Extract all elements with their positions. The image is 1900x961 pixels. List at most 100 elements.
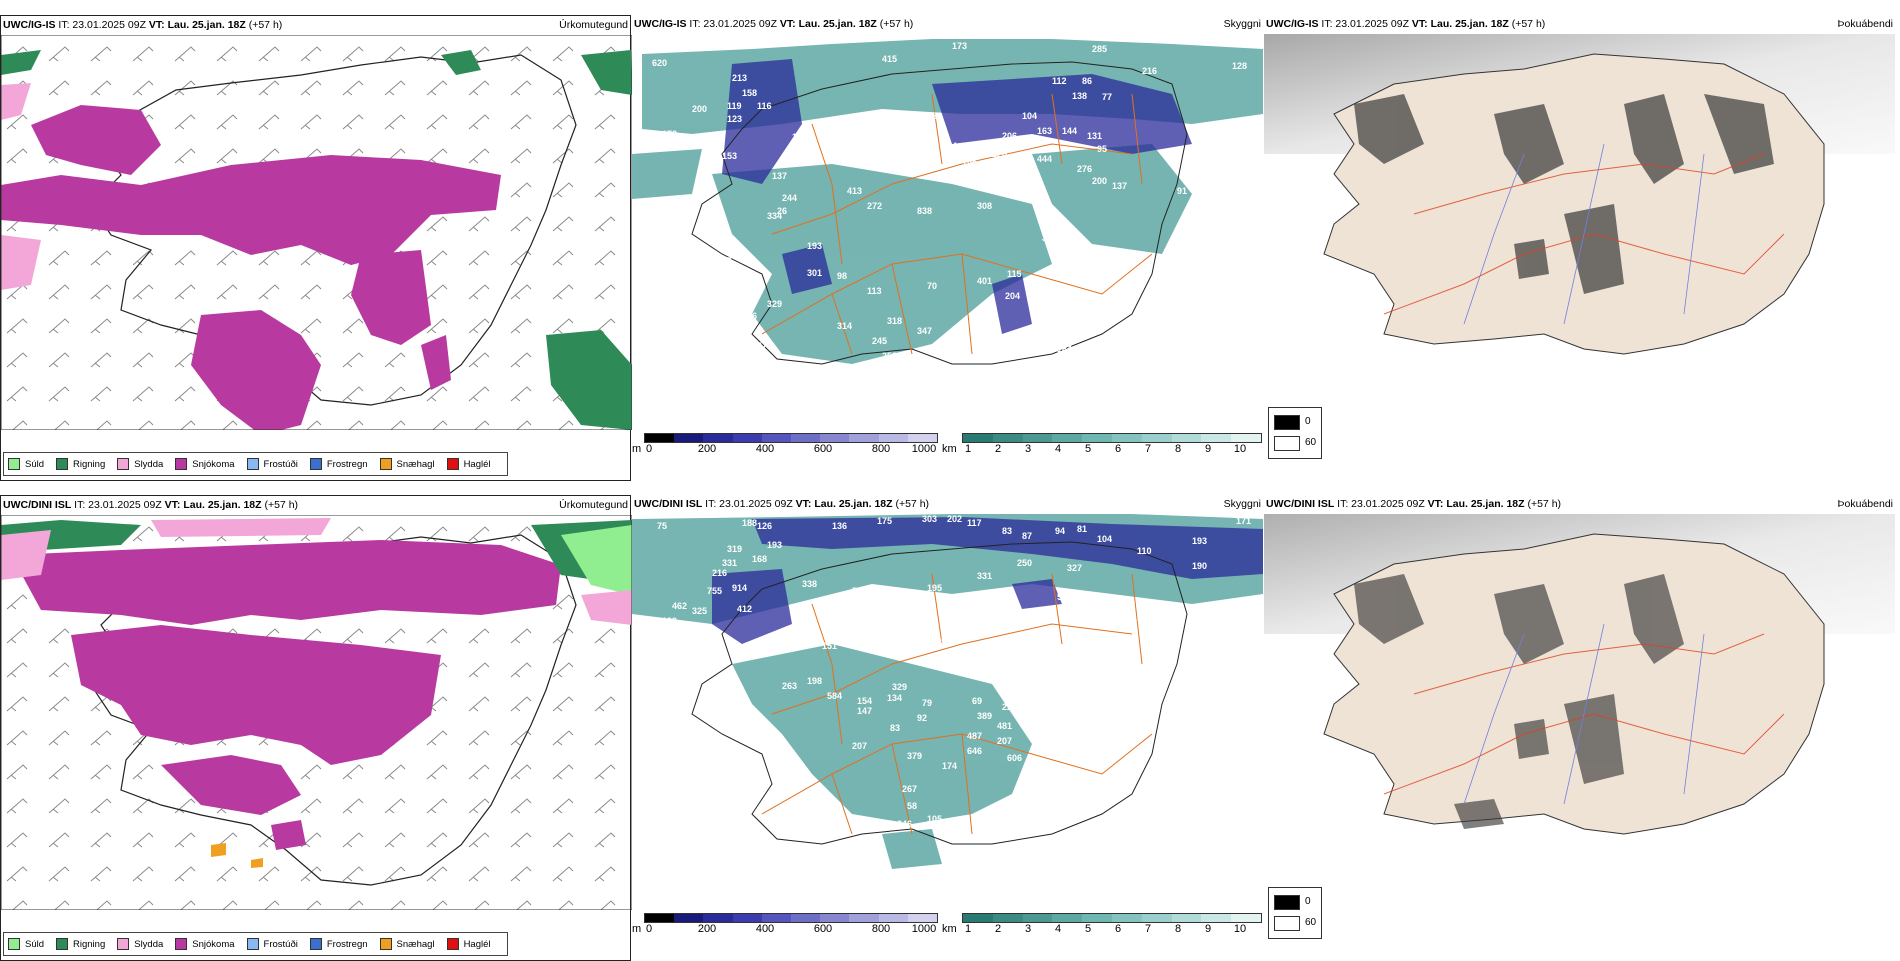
precip-legend: Súld Rigning Slydda Snjókoma Frostúði Fr… [3, 452, 508, 476]
vis-tick: 3 [1024, 443, 1032, 455]
vis-label: 250 [1017, 558, 1032, 568]
vis-label: 216 [1142, 66, 1157, 76]
legend-item-snow-pellets: Snæhagl [379, 938, 435, 950]
vis-label: 301 [807, 268, 822, 278]
vis-label: 57 [757, 341, 767, 351]
vis-label: 144 [1062, 126, 1077, 136]
vis-label: 256 [682, 630, 697, 640]
drizzle-area [561, 525, 632, 595]
fog-legend-low: 60 [1305, 917, 1317, 928]
vis-label: 92 [847, 636, 857, 646]
vis-label: 190 [1192, 561, 1207, 571]
height-unit: m [632, 923, 642, 935]
legend-swatch [56, 938, 69, 950]
fog-legend-swatch-low [1274, 916, 1300, 931]
vis-label: 327 [1067, 563, 1082, 573]
vis-tick: 1 [964, 443, 972, 455]
vis-label: 207 [997, 736, 1012, 746]
vis-label: 110 [792, 132, 807, 142]
vis-label: 606 [1007, 753, 1022, 763]
vis-label: 174 [942, 761, 957, 771]
fog-dark-patches [1354, 94, 1774, 294]
height-tick: 800 [871, 443, 891, 455]
coastline [691, 541, 1188, 845]
vis-label: 521 [1057, 592, 1072, 602]
vis-label: 620 [652, 58, 667, 68]
vis-label: 331 [977, 571, 992, 581]
vis-label: 838 [917, 206, 932, 216]
height-tick: 600 [813, 923, 833, 935]
coastline [90, 534, 577, 886]
legend-item-freezing-drizzle: Frostúði [246, 938, 298, 950]
sleet-area [1, 518, 632, 625]
fog-legend: 0 60 [1268, 887, 1322, 939]
vis-label: 625 [672, 244, 687, 254]
vis-label: 207 [852, 741, 867, 751]
vis-label: 334 [767, 211, 782, 221]
vis-tick: 4 [1054, 923, 1062, 935]
legend-swatch [175, 458, 188, 470]
fog-legend-swatch-high [1274, 415, 1300, 430]
panel-header: UWC/IG-IS IT: 23.01.2025 09Z VT: Lau. 25… [634, 18, 1261, 30]
vis-label: 81 [1077, 524, 1087, 534]
vis-label: 325 [692, 606, 707, 616]
visibility-panel-bottom: UWC/DINI ISL IT: 23.01.2025 09Z VT: Lau.… [632, 495, 1263, 961]
vis-label: 184 [1057, 344, 1072, 354]
visibility-colorbar: km 1 2 3 4 5 6 7 8 9 10 [942, 913, 1262, 943]
vis-tick: 9 [1204, 443, 1212, 455]
vis-label: 92 [917, 713, 927, 723]
vis-label: 91 [1177, 186, 1187, 196]
fog-legend: 0 60 [1268, 407, 1322, 459]
vis-label: 843 [1087, 246, 1102, 256]
legend-item-snow: Snjókoma [175, 938, 235, 950]
vis-label: 216 [712, 568, 727, 578]
vis-label: 89 [932, 111, 942, 121]
vis-label: 34 [727, 251, 737, 261]
vis-label: 115 [1007, 269, 1022, 279]
legend-swatch [309, 458, 322, 470]
visibility-colorbar: km 1 2 3 4 5 6 7 8 9 10 [942, 433, 1262, 463]
vis-label: 188 [742, 518, 757, 528]
vis-label: 481 [997, 721, 1012, 731]
fog-index-panel-bottom: UWC/DINI ISL IT: 23.01.2025 09Z VT: Lau.… [1264, 495, 1895, 961]
vis-label: 58 [907, 801, 917, 811]
legend-swatch [379, 938, 392, 950]
vis-label: 213 [732, 73, 747, 83]
panel-title: Skyggni [1223, 498, 1261, 510]
legend-swatch [8, 938, 20, 950]
vis-label: 131 [1087, 131, 1102, 141]
rivers [1463, 623, 1705, 805]
vis-label: 98 [837, 271, 847, 281]
vis-label: 462 [672, 601, 687, 611]
vis-tick: 7 [1144, 443, 1152, 455]
vis-label: 267 [902, 784, 917, 794]
vis-label: 210 [939, 638, 954, 648]
legend-item-sleet: Slydda [117, 458, 163, 470]
vis-label: 113 [867, 286, 882, 296]
vis-label: 225 [1002, 702, 1017, 712]
vis-label: 154 [857, 696, 872, 706]
vis-label: 347 [917, 326, 932, 336]
vis-label: 153 [722, 151, 737, 161]
vis-label: 487 [967, 731, 982, 741]
vis-label: 83 [1002, 526, 1012, 536]
vis-label: 172 [662, 129, 677, 139]
legend-swatch [175, 938, 188, 950]
panel-header: UWC/DINI ISL IT: 23.01.2025 09Z VT: Lau.… [3, 499, 628, 511]
vis-label: 49 [1042, 674, 1052, 684]
height-colorbar: m 0 200 400 600 800 1000 [632, 433, 938, 463]
legend-item-drizzle: Súld [8, 458, 44, 470]
vis-label: 269 [802, 628, 817, 638]
vis-tick: 2 [994, 443, 1002, 455]
height-tick: 1000 [911, 443, 937, 455]
snow-pellet-area [211, 843, 263, 868]
vis-label: 188 [887, 639, 902, 649]
vis-tick: 6 [1114, 443, 1122, 455]
rivers [1463, 143, 1705, 325]
legend-item-drizzle: Súld [8, 938, 44, 950]
panel-header: UWC/DINI ISL IT: 23.01.2025 09Z VT: Lau.… [1266, 498, 1893, 510]
vis-label: 195 [927, 583, 942, 593]
vis-label: 272 [867, 201, 882, 211]
panel-title: Skyggni [1223, 18, 1261, 30]
legend-item-rain: Rigning [56, 458, 105, 470]
